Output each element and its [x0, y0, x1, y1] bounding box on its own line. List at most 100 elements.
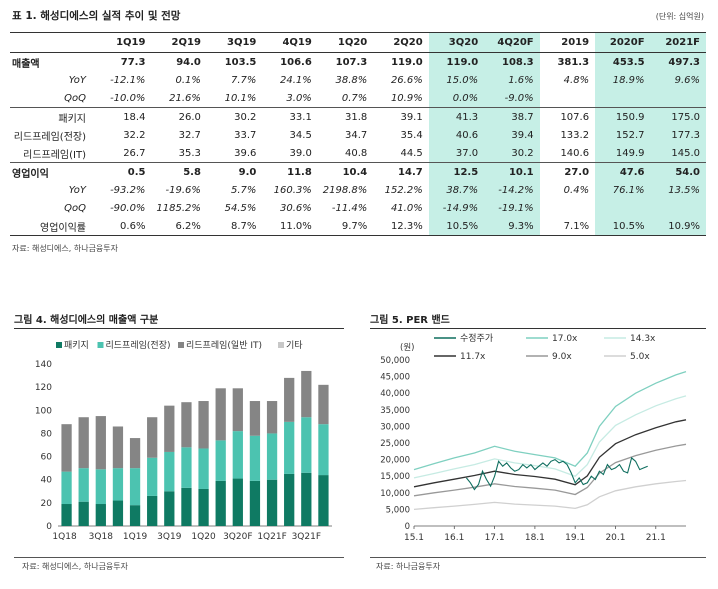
- table-cell: 453.5: [595, 52, 651, 71]
- table-cell: 18.9%: [595, 71, 651, 89]
- bar-segment: [181, 402, 192, 448]
- bar-segment: [181, 487, 192, 526]
- table-cell: 54.5%: [224, 202, 257, 214]
- bar-segment: [301, 370, 312, 418]
- table-cell: -19.6%: [165, 184, 201, 196]
- y-tick-label: 50,000: [380, 356, 410, 366]
- series-line: [413, 479, 687, 511]
- table-cell: 108.3: [484, 52, 540, 71]
- x-tick-label: 3Q19: [157, 532, 182, 542]
- y-tick-label: 45,000: [380, 373, 410, 383]
- table-row: 리드프레임(전장) 32.2 32.7 33.7 34.5 34.7 35.4 40.6 39.…: [10, 126, 706, 144]
- row-label: 패키지: [10, 107, 96, 126]
- legend-swatch: [97, 342, 104, 348]
- table-header-row: 1Q19 2Q19 3Q19 4Q19 1Q20 2Q20 3Q20 4Q20F 2019 202…: [10, 32, 706, 53]
- table-cell: 175.0: [650, 107, 706, 126]
- bar-segment: [78, 417, 89, 469]
- chart5-svg: 0 5,000 10,000 15,000 20,000 25,000 30,000 35,0…: [380, 333, 687, 543]
- y-tick-label: 60: [41, 453, 53, 463]
- row-label: QoQ: [64, 92, 86, 104]
- table-cell: 39.6: [234, 147, 257, 159]
- y-tick-label: 10,000: [380, 489, 410, 499]
- y-tick-label: 25,000: [380, 439, 410, 449]
- bar-segment: [284, 421, 295, 474]
- table-cell: 94.0: [176, 56, 201, 68]
- table-cell: 1.6%: [484, 71, 540, 89]
- table-header-cell: 3Q20: [428, 32, 485, 53]
- bar-segment: [198, 488, 209, 526]
- table-cell: 15.0%: [428, 71, 485, 89]
- row-label: YoY: [68, 74, 86, 86]
- bar-segment: [318, 384, 329, 425]
- table-cell: 7.7%: [230, 74, 257, 86]
- y-tick-label: 40,000: [380, 389, 410, 399]
- bar-segment: [78, 501, 89, 526]
- table-header-cell: 1Q19: [96, 32, 152, 53]
- table-cell: 9.0: [206, 162, 263, 181]
- table-cell: [595, 89, 651, 108]
- table-cell: 10.9%: [650, 217, 706, 236]
- table-cell: 119.0: [428, 52, 485, 71]
- legend-label: 14.3x: [630, 334, 656, 344]
- table-header-cell: 2Q19: [151, 32, 207, 53]
- table-cell: 6.2%: [151, 217, 207, 236]
- table-cell: 0.6%: [96, 217, 152, 236]
- table-cell: 10.1: [484, 162, 540, 181]
- table-cell: 39.4: [484, 126, 540, 144]
- table-cell: 41.0%: [390, 202, 423, 214]
- x-tick-label: 19.1: [565, 533, 585, 543]
- table-cell: 26.0: [151, 107, 207, 126]
- bar-segment: [266, 401, 278, 434]
- table-cell: 11.0%: [262, 217, 318, 236]
- table-header-cell: 4Q19: [262, 32, 318, 53]
- x-tick-label: 1Q19: [123, 532, 148, 542]
- table-cell: 8.7%: [206, 217, 263, 236]
- table-cell: -19.1%: [484, 199, 540, 217]
- table-cell: -10.0%: [110, 92, 146, 104]
- y-tick-label: 20,000: [380, 456, 410, 466]
- table-cell: 103.5: [224, 56, 257, 68]
- table-cell: 37.0: [428, 144, 485, 163]
- table-header-cell: 2021F: [650, 32, 706, 53]
- table-header-cell: 3Q19: [206, 32, 263, 53]
- table-cell: 35.3: [178, 147, 201, 159]
- table-cell: 5.7%: [230, 184, 257, 196]
- x-tick-label: 16.1: [444, 533, 464, 543]
- table-cell: [595, 199, 651, 217]
- table-row: 패키지 18.4 26.0 30.2 33.1 31.8 39.1 41.3 38.7 107.6…: [10, 107, 706, 126]
- table-cell: 31.8: [317, 107, 374, 126]
- table-cell: 77.3: [120, 56, 146, 68]
- table-cell: 10.9%: [390, 92, 423, 104]
- table-cell: 41.3: [428, 107, 485, 126]
- table-unit: (단위: 십억원): [655, 12, 704, 21]
- bar-segment: [61, 471, 72, 505]
- chart4-source: 자료: 해성디에스, 하나금융투자: [22, 562, 129, 571]
- bar-segment: [198, 401, 209, 449]
- bar-segment: [232, 388, 243, 432]
- x-tick-label: 17.1: [485, 533, 505, 543]
- bar-segment: [95, 469, 106, 505]
- table-cell: 10.1%: [224, 92, 257, 104]
- table-cell: 38.8%: [335, 74, 368, 86]
- legend-label: 패키지: [64, 340, 89, 351]
- table-cell: 0.0%: [428, 89, 485, 108]
- bar-segment: [284, 377, 295, 422]
- y-tick-label: 120: [35, 383, 52, 393]
- table-cell: 107.6: [539, 107, 596, 126]
- legend-label: 리드프레임(일반 IT): [186, 339, 262, 351]
- table-cell: 497.3: [650, 52, 706, 71]
- chart4-title: 그림 4. 해성디에스의 매출액 구분: [14, 315, 159, 326]
- series-line: [413, 443, 687, 497]
- y-tick-label: 100: [35, 406, 52, 416]
- table-cell: 27.0: [539, 162, 596, 181]
- table-cell: 150.9: [595, 107, 651, 126]
- table-cell: 39.0: [289, 147, 312, 159]
- legend-label: 11.7x: [460, 352, 486, 362]
- table-header-cell: 2020F: [595, 32, 651, 53]
- legend-label: 수정주가: [460, 333, 493, 344]
- table-row: YoY -12.1% 0.1% 7.7% 24.1% 38.8% 26.6% 15.0% 1.6…: [10, 71, 706, 89]
- table-cell: 76.1%: [595, 181, 651, 199]
- table-header-cell: 2019: [539, 32, 596, 53]
- table-cell: 1185.2%: [156, 202, 201, 214]
- table-cell: 149.9: [595, 144, 651, 163]
